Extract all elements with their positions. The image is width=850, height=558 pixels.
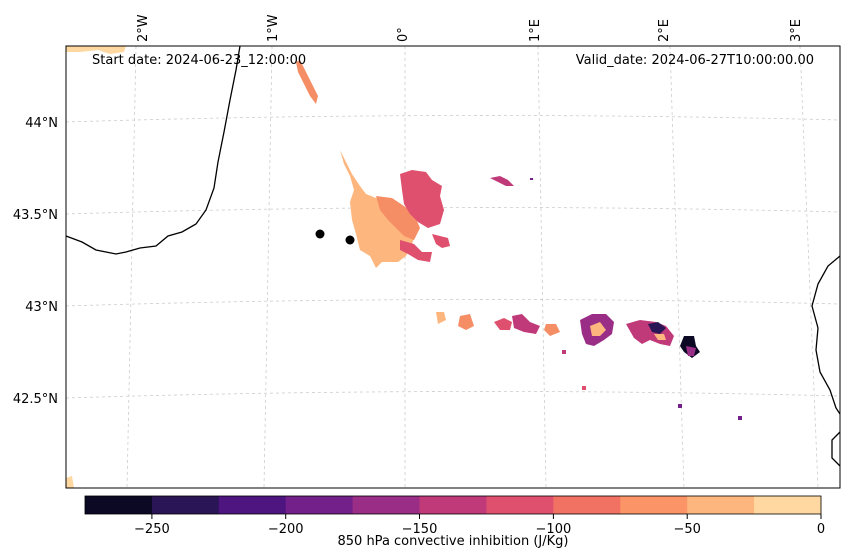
cbar-tick-label-250: −250: [134, 522, 170, 537]
cin-band-3: [512, 314, 540, 334]
meridian-1w: [263, 45, 273, 489]
cbar-tick-label-50: −50: [673, 522, 700, 537]
colorbar-ticks: [151, 514, 822, 519]
cbar-tick-label-100: −100: [536, 522, 572, 537]
cin-cluster-b-dark: [648, 322, 666, 334]
coast-east-south: [831, 431, 841, 467]
parallel-44n: [65, 115, 841, 123]
cin-patch-top-left: [66, 46, 126, 54]
lat-label-43: 43°N: [25, 300, 58, 315]
colorbar-bin: [85, 496, 153, 514]
meridian-1e: [537, 45, 547, 489]
cbar-tick-label-150: −150: [402, 522, 438, 537]
lat-label-43-5: 43.5°N: [13, 208, 58, 223]
lat-label-42-5: 42.5°N: [13, 392, 58, 407]
lat-label-44: 44°N: [25, 116, 58, 131]
cbar-tick-label-200: −200: [268, 522, 304, 537]
colorbar-bin: [553, 496, 621, 514]
cin-main-south-red: [400, 240, 432, 262]
lon-label-1w: 1°W: [266, 14, 281, 42]
lon-label-1e: 1°E: [528, 19, 543, 42]
parallel-43-5n: [65, 207, 841, 215]
cin-band-west: [436, 312, 446, 324]
colorbar-bin: [218, 496, 287, 514]
cin-main-red: [400, 170, 444, 228]
meridian-3e: [799, 45, 819, 489]
cin-band-1: [458, 314, 474, 330]
parallel-42-5n: [65, 391, 841, 399]
colorbar-bin: [285, 496, 354, 514]
meridian-2e: [669, 45, 685, 489]
lon-label-2e: 2°E: [657, 19, 672, 42]
colorbar-bins: [85, 496, 822, 514]
cin-patch-bottom-left: [66, 476, 74, 488]
cin-cluster-a-light: [590, 322, 606, 336]
cin-dot-northeast: [530, 178, 533, 180]
cin-band-2: [494, 318, 512, 330]
cin-strip-northeast: [490, 176, 514, 186]
meridian-2w: [126, 45, 137, 489]
cin-main-orange: [376, 196, 420, 240]
cin-cluster-b-light: [654, 334, 666, 340]
colorbar-bin: [620, 496, 688, 514]
coast-west: [65, 45, 241, 255]
colorbar-bin: [754, 496, 822, 514]
colorbar-label: 850 hPa convective inhibition (J/Kg): [338, 534, 569, 549]
colorbar-bin: [151, 496, 220, 514]
colorbar-frame: [84, 495, 822, 515]
colorbar-bin: [486, 496, 554, 514]
parallel-43n: [65, 299, 841, 307]
cin-speck-1: [562, 350, 566, 354]
cin-speck-3: [678, 404, 682, 408]
lon-label-0: 0°: [396, 27, 411, 42]
coastline: [65, 45, 841, 467]
colorbar-bin: [419, 496, 487, 514]
coast-east: [811, 255, 841, 415]
lon-label-2w: 2°W: [136, 14, 151, 42]
cin-speck-2: [582, 386, 586, 390]
cbar-tick-label-0: 0: [817, 522, 825, 537]
cin-band-4: [544, 324, 560, 336]
cin-streak-north: [296, 60, 318, 104]
graticule: [65, 45, 841, 489]
cin-field: [66, 46, 742, 488]
cin-main-light: [340, 150, 416, 268]
station-marker-2: [345, 235, 355, 245]
start-date-label: Start date: 2024-06-23_12:00:00: [92, 53, 306, 68]
colorbar-bin: [352, 496, 421, 514]
cin-cluster-c-pink: [686, 346, 696, 356]
lon-label-3e: 3°E: [789, 19, 804, 42]
colorbar-bin: [687, 496, 755, 514]
cin-speck-4: [738, 416, 742, 420]
map-frame: [65, 45, 841, 489]
valid-date-label: Valid_date: 2024-06-27T10:00:00.00: [576, 53, 814, 68]
station-marker-1: [315, 229, 325, 239]
cin-blob-east-pink: [432, 234, 450, 248]
